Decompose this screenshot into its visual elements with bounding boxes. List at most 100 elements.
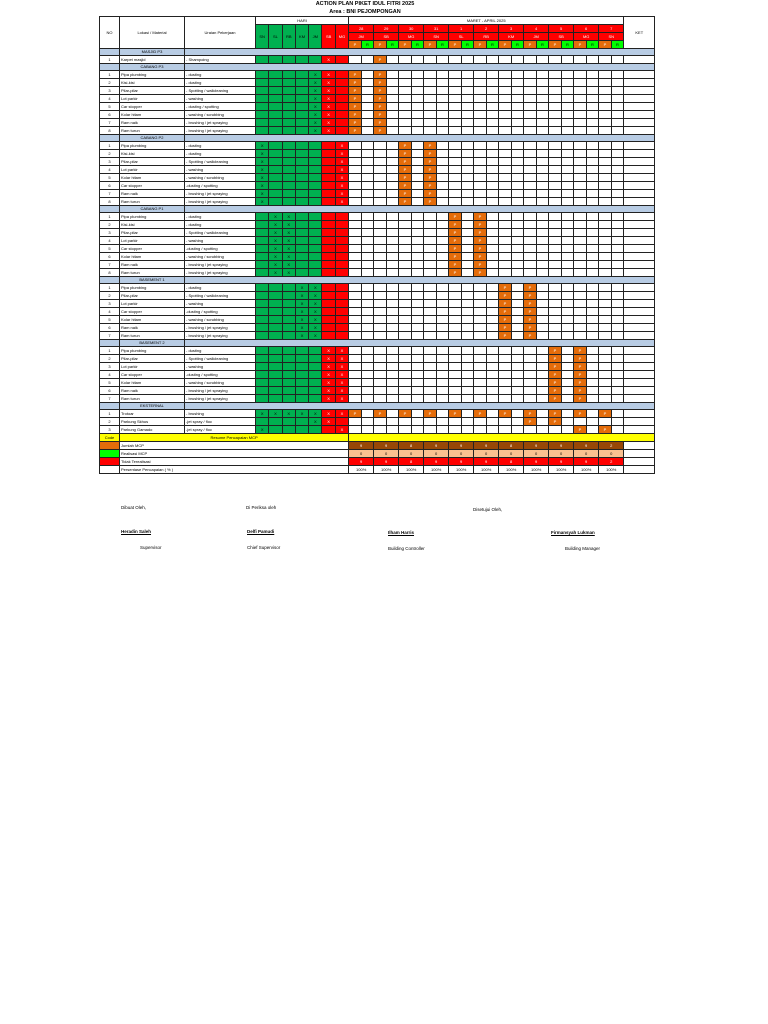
hari-cell: X: [294, 291, 310, 300]
real-cell: [560, 409, 575, 418]
plan-cell: [398, 378, 412, 387]
real-cell: [510, 181, 525, 190]
plan-cell: [448, 370, 462, 379]
row-uraian: - dusting / spotting: [184, 102, 256, 111]
hari-cell: X: [281, 236, 296, 245]
plan-cell: [598, 149, 612, 158]
hari-cell: [308, 228, 323, 237]
real-cell: [585, 252, 600, 261]
real-cell: [485, 370, 500, 379]
section-spacer: [99, 48, 120, 56]
real-cell: [585, 181, 600, 190]
plan-cell: [423, 94, 437, 103]
ket-cell: [623, 118, 656, 127]
real-cell: [360, 378, 375, 387]
hari-cell: X: [294, 283, 310, 292]
row-no: 6: [99, 252, 120, 261]
hari-cell: X: [321, 70, 336, 79]
real-cell: [485, 236, 500, 245]
real-cell: [485, 78, 500, 87]
real-cell: [510, 212, 525, 221]
ket-cell: [623, 323, 656, 332]
hari-cell: [268, 291, 283, 300]
hari-cell: [294, 102, 310, 111]
real-cell: [360, 354, 375, 363]
real-cell: [460, 291, 475, 300]
ket-cell: [623, 236, 656, 245]
plan-cell: P: [523, 331, 537, 340]
real-cell: [610, 409, 625, 418]
row-lokasi: Pipa plumbing: [119, 346, 185, 355]
plan-cell: [548, 315, 562, 324]
hari-cell: X: [334, 362, 350, 371]
plan-cell: [573, 236, 587, 245]
real-cell: [510, 141, 525, 150]
hari-cell: X: [334, 173, 350, 182]
plan-cell: [398, 370, 412, 379]
hari-cell: X: [308, 417, 323, 426]
plan-cell: P: [448, 228, 462, 237]
plan-cell: [498, 173, 512, 182]
row-lokasi: Ram naik: [119, 118, 185, 127]
table-row: 6 Ram naik - brushing / jet spraying X X P P: [99, 323, 656, 332]
real-cell: [510, 394, 525, 403]
plan-cell: P: [523, 291, 537, 300]
real-cell: [460, 386, 475, 395]
plan-cell: [498, 126, 512, 135]
hari-cell: X: [308, 299, 323, 308]
hari-cell: [254, 362, 270, 371]
plan-cell: [423, 354, 437, 363]
real-cell: [510, 283, 525, 292]
plan-cell: [348, 378, 362, 387]
row-uraian: - brushing / jet spraying: [184, 331, 256, 340]
plan-cell: [598, 362, 612, 371]
plan-cell: P: [423, 409, 437, 418]
hari-cell: [294, 173, 310, 182]
real-cell: [385, 78, 400, 87]
plan-cell: [498, 165, 512, 174]
hari-cell: [254, 394, 270, 403]
plan-cell: [573, 118, 587, 127]
plan-cell: [523, 244, 537, 253]
plan-cell: [448, 323, 462, 332]
real-cell: [585, 141, 600, 150]
real-cell: [610, 55, 625, 64]
sub-r: R: [535, 40, 550, 49]
hari-cell: [281, 283, 296, 292]
plan-cell: [598, 110, 612, 119]
plan-cell: P: [573, 370, 587, 379]
hari-cell: X: [254, 197, 270, 206]
hari-cell: [268, 370, 283, 379]
plan-cell: [498, 362, 512, 371]
hari-cell: X: [308, 94, 323, 103]
plan-cell: [523, 157, 537, 166]
hari-cell: [334, 228, 350, 237]
plan-cell: [398, 346, 412, 355]
day-label: SN: [598, 32, 625, 41]
summary-value: 9: [423, 441, 450, 450]
plan-cell: [523, 354, 537, 363]
hari-cell: [268, 118, 283, 127]
real-cell: [385, 244, 400, 253]
real-cell: [560, 244, 575, 253]
real-cell: [610, 307, 625, 316]
plan-cell: P: [523, 323, 537, 332]
real-cell: [410, 299, 425, 308]
plan-cell: P: [423, 189, 437, 198]
plan-cell: [498, 386, 512, 395]
plan-cell: [523, 126, 537, 135]
plan-cell: P: [373, 86, 387, 95]
real-cell: [460, 94, 475, 103]
hari-cell: X: [308, 409, 323, 418]
hari-cell: [294, 425, 310, 434]
plan-cell: [473, 86, 487, 95]
ket-cell: [623, 386, 656, 395]
real-cell: [610, 78, 625, 87]
plan-cell: [423, 102, 437, 111]
real-cell: [560, 126, 575, 135]
real-cell: [510, 244, 525, 253]
section-header: EKSTERNAL: [119, 402, 185, 410]
plan-cell: [348, 268, 362, 277]
row-uraian: - washing / scrubbing: [184, 173, 256, 182]
plan-cell: [473, 283, 487, 292]
